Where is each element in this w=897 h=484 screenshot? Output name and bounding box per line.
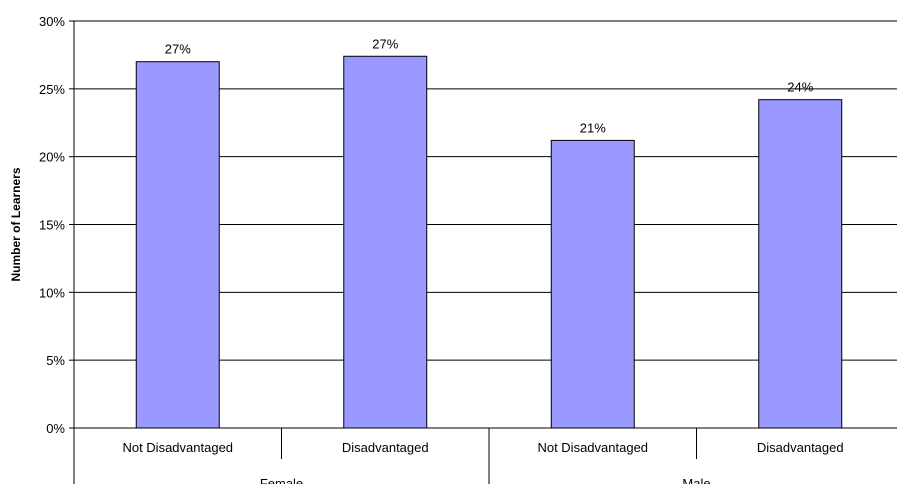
x-category-label: Disadvantaged: [342, 440, 429, 455]
x-group-label: Male: [682, 476, 710, 484]
bar: [550, 139, 635, 429]
y-tick-label: 15%: [39, 218, 65, 233]
x-group-label: Female: [260, 476, 303, 484]
x-category-labels: Not Disadvantaged Disadvantaged Not Disadv…: [122, 440, 843, 455]
data-label: 24%: [787, 80, 813, 95]
data-label: 27%: [165, 42, 191, 57]
y-axis-label: Number of Learners: [9, 167, 23, 281]
bar: [343, 55, 428, 429]
data-labels: 27% 27% 21% 24%: [165, 36, 814, 135]
bar: [135, 61, 220, 429]
bar: [758, 99, 843, 429]
y-tick-label: 25%: [39, 82, 65, 97]
y-tick-label: 20%: [39, 150, 65, 165]
y-tick-labels: 0% 5% 10% 15% 20% 25% 30%: [39, 14, 65, 436]
bars: [135, 55, 843, 429]
axes: [69, 20, 897, 484]
data-label: 27%: [372, 36, 398, 51]
x-group-labels: Female Male: [260, 476, 711, 484]
x-category-label: Not Disadvantaged: [122, 440, 233, 455]
y-tick-label: 10%: [39, 285, 65, 300]
y-tick-label: 30%: [39, 14, 65, 29]
y-tick-label: 5%: [46, 353, 65, 368]
x-category-label: Not Disadvantaged: [537, 440, 648, 455]
data-label: 21%: [580, 120, 606, 135]
y-tick-label: 0%: [46, 421, 65, 436]
x-category-label: Disadvantaged: [757, 440, 844, 455]
